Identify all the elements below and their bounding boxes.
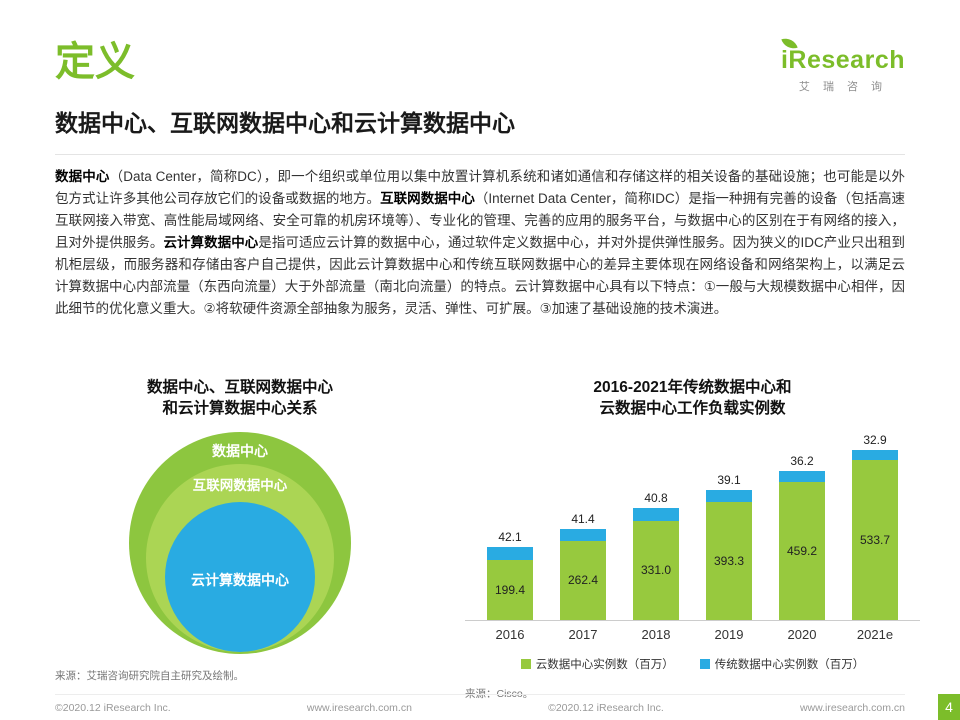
bar-value-traditional: 42.1 xyxy=(498,530,522,545)
header-divider xyxy=(55,154,905,155)
x-axis-label: 2020 xyxy=(787,626,817,642)
footer-copyright-right: ©2020.12 iResearch Inc. xyxy=(548,702,664,714)
body-key-term: 云计算数据中心 xyxy=(163,235,259,250)
venn-title-line1: 数据中心、互联网数据中心 xyxy=(146,379,333,396)
bar-column: 36.2 459.2 xyxy=(779,454,825,620)
bar-segment-cloud: 262.4 xyxy=(560,541,606,620)
x-axis-label: 2018 xyxy=(641,626,671,642)
bar-column: 41.4 262.4 xyxy=(560,512,606,620)
bar-chart-figure: 2016-2021年传统数据中心和 云数据中心工作负载实例数 42.1 199.4… xyxy=(425,378,920,701)
x-axis-label: 2019 xyxy=(714,626,744,642)
bar-segment-cloud: 459.2 xyxy=(779,482,825,620)
bar-segment-traditional xyxy=(706,490,752,502)
body-text-segment: （Internet Data Center，简称IDC）是指一种拥有完善的设备（… xyxy=(55,191,905,250)
bar-segment-cloud: 393.3 xyxy=(706,501,752,620)
legend-label-traditional: 传统数据中心实例数（百万） xyxy=(714,658,865,671)
footer-site-left: www.iresearch.com.cn xyxy=(306,702,412,714)
bar-segment-traditional xyxy=(560,528,606,542)
venn-label-internet-data-center: 互联网数据中心 xyxy=(192,477,288,493)
bar-segment-cloud: 199.4 xyxy=(487,560,533,620)
bar-value-cloud: 262.4 xyxy=(567,573,599,588)
bar-value-cloud: 393.3 xyxy=(713,553,745,568)
logo-brand-text: iResearch xyxy=(780,46,905,74)
bar-value-cloud: 331.0 xyxy=(640,563,672,578)
bar-segment-cloud: 331.0 xyxy=(633,520,679,620)
bar-column: 42.1 199.4 xyxy=(487,530,533,620)
stacked-bar-chart: 42.1 199.4 41.4 262.4 40.8 331.0 39.1 393.3 36.2… xyxy=(465,430,920,701)
bar-value-cloud: 199.4 xyxy=(494,582,526,597)
bar-segment-traditional xyxy=(852,449,898,460)
bar-segment-traditional xyxy=(779,471,825,483)
section-title: 定义 xyxy=(55,40,135,84)
iresearch-logo: iResearch 艾 瑞 咨 询 xyxy=(780,35,905,94)
legend-swatch-cloud xyxy=(520,658,531,669)
venn-figure: 数据中心、互联网数据中心 和云计算数据中心关系 数据中心 互联网数据中心 云计算… xyxy=(55,378,425,701)
bar-chart-plot: 42.1 199.4 41.4 262.4 40.8 331.0 39.1 393.3 36.2… xyxy=(465,430,920,621)
bar-value-traditional: 32.9 xyxy=(863,432,887,447)
x-axis-label: 2021e xyxy=(856,626,894,642)
page-number-badge: 4 xyxy=(938,694,960,720)
bar-segment-traditional xyxy=(633,508,679,521)
bar-column: 40.8 331.0 xyxy=(633,491,679,620)
logo-wordmark: iResearch xyxy=(780,35,905,75)
logo-brand-cn: 艾 瑞 咨 询 xyxy=(798,81,888,93)
footer-site-right: www.iresearch.com.cn xyxy=(799,702,905,714)
venn-title: 数据中心、互联网数据中心 和云计算数据中心关系 xyxy=(55,378,425,420)
bar-value-traditional: 41.4 xyxy=(571,511,595,526)
x-axis-label: 2016 xyxy=(495,626,525,642)
body-text-segment: 是指可适应云计算的数据中心，通过软件定义数据中心，并对外提供弹性服务。因为狭义的… xyxy=(55,235,906,316)
page-footer: ©2020.12 iResearch Inc. www.iresearch.co… xyxy=(55,694,905,714)
chart-legend: 云数据中心实例数（百万） 传统数据中心实例数（百万） xyxy=(465,656,920,672)
bar-segment-cloud: 533.7 xyxy=(852,459,898,620)
venn-label-data-center: 数据中心 xyxy=(212,442,268,459)
footer-copyright-left: ©2020.12 iResearch Inc. xyxy=(55,702,171,714)
figures-row: 数据中心、互联网数据中心 和云计算数据中心关系 数据中心 互联网数据中心 云计算… xyxy=(55,378,920,701)
legend-item-traditional: 传统数据中心实例数（百万） xyxy=(699,656,865,672)
bar-column: 39.1 393.3 xyxy=(706,473,752,620)
venn-source-note: 来源：艾瑞咨询研究院自主研究及绘制。 xyxy=(55,669,244,682)
venn-title-line2: 和云计算数据中心关系 xyxy=(162,399,318,417)
legend-item-cloud: 云数据中心实例数（百万） xyxy=(520,656,674,672)
bar-value-cloud: 459.2 xyxy=(786,543,818,558)
bar-column: 32.9 533.7 xyxy=(852,433,898,620)
legend-swatch-traditional xyxy=(699,658,710,669)
chart-source-note: 来源：Cisco。 xyxy=(465,687,534,700)
bar-value-traditional: 36.2 xyxy=(790,454,814,469)
body-key-term: 数据中心 xyxy=(55,169,110,184)
bar-chart-title-line2: 云数据中心工作负载实例数 xyxy=(599,399,786,417)
bar-value-cloud: 533.7 xyxy=(859,532,891,547)
bar-value-traditional: 39.1 xyxy=(717,473,741,488)
bar-chart-title-line1: 2016-2021年传统数据中心和 xyxy=(593,379,792,396)
venn-diagram: 数据中心 互联网数据中心 云计算数据中心 xyxy=(125,431,355,660)
body-paragraph: 数据中心（Data Center，简称DC），即一个组织或单位用以集中放置计算机… xyxy=(55,166,905,320)
bar-value-traditional: 40.8 xyxy=(644,491,668,506)
body-key-term: 互联网数据中心 xyxy=(380,191,475,206)
x-axis-label: 2017 xyxy=(568,626,598,642)
page-header: 定义 iResearch 艾 瑞 咨 询 数据中心、互联网数据中心和云计算数据中… xyxy=(55,35,905,138)
body-text-segment: （Data Center，简称DC），即一个组织或单位用以集中放置计算机系统和诸… xyxy=(55,169,905,206)
bar-chart-title: 2016-2021年传统数据中心和 云数据中心工作负载实例数 xyxy=(465,378,920,420)
bar-chart-categories: 2016 2017 2018 2019 2020 2021e xyxy=(465,627,920,642)
bar-segment-traditional xyxy=(487,547,533,561)
venn-ring-cloud-data-center xyxy=(165,501,315,652)
legend-label-cloud: 云数据中心实例数（百万） xyxy=(535,658,674,671)
page-title: 数据中心、互联网数据中心和云计算数据中心 xyxy=(55,110,515,136)
venn-label-cloud-data-center: 云计算数据中心 xyxy=(191,571,289,588)
